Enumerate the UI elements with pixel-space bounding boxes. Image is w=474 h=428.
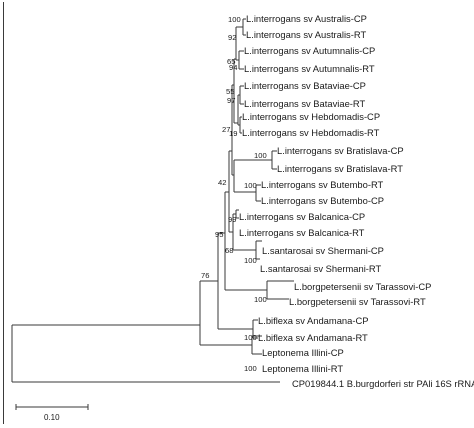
bootstrap-label: 100: [244, 181, 257, 190]
leaf-label-biflexa-rt: L.biflexa sv Andamana-RT: [258, 332, 368, 343]
scale-bar-label: 0.10: [44, 413, 60, 422]
leaf-label-biflexa-cp: L.biflexa sv Andamana-CP: [258, 315, 368, 326]
leaf-labels: L.interrogans sv Australis-CP L.interrog…: [239, 13, 474, 389]
leaf-label-autumnalis-rt: L.interrogans sv Autumnalis-RT: [244, 63, 375, 74]
leaf-label-bratislava-cp: L.interrogans sv Bratislava-CP: [277, 145, 404, 156]
bootstrap-label: 99: [228, 215, 236, 224]
bootstrap-label: 65: [227, 57, 235, 66]
scale-bar: 0.10: [15, 404, 89, 422]
leaf-label-bataviae-cp: L.interrogans sv Bataviae-CP: [244, 80, 366, 91]
leaf-label-tarassovi-cp: L.borgpetersenii sv Tarassovi-CP: [294, 281, 431, 292]
bootstrap-label: 19: [229, 129, 237, 138]
bootstrap-label: 95: [215, 230, 223, 239]
bootstrap-label: 42: [218, 178, 226, 187]
bootstrap-label: 55: [226, 87, 234, 96]
leaf-label-hebdomadis-cp: L.interrogans sv Hebdomadis-CP: [242, 111, 380, 122]
leaf-label-autumnalis-cp: L.interrogans sv Autumnalis-CP: [244, 45, 375, 56]
leaf-label-leptonema-rt: Leptonema Illini-RT: [262, 363, 343, 374]
leaf-label-australis-rt: L.interrogans sv Australis-RT: [246, 29, 366, 40]
bootstrap-label: 94: [229, 63, 237, 72]
bootstrap-label: 92: [228, 33, 236, 42]
bootstrap-values: 100 92 65 94 55 97 27 19 100 100 42 99 6…: [201, 15, 267, 373]
leaf-label-balcanica-rt: L.interrogans sv Balcanica-RT: [239, 227, 365, 238]
tree-branches: [11, 18, 294, 383]
leaf-label-bratislava-rt: L.interrogans sv Bratislava-RT: [277, 163, 403, 174]
leaf-label-shermani-cp: L.santarosai sv Shermani-CP: [262, 245, 384, 256]
bootstrap-label: 100: [244, 333, 257, 342]
bootstrap-label: 100: [254, 151, 267, 160]
leaf-label-butembo-cp: L.interrogans sv Butembo-CP: [261, 195, 384, 206]
leaf-label-bataviae-rt: L.interrogans sv Bataviae-RT: [244, 98, 366, 109]
bootstrap-label: 100: [254, 295, 267, 304]
leaf-label-leptonema-cp: Leptonema Illini-CP: [262, 347, 344, 358]
leaf-label-shermani-rt: L.santarosai sv Shermani-RT: [260, 263, 382, 274]
bootstrap-label: 27: [222, 125, 230, 134]
bootstrap-label: 100: [244, 364, 257, 373]
leaf-label-outgroup: CP019844.1 B.burgdorferi str PAli 16S rR…: [292, 378, 474, 389]
leaf-label-butembo-rt: L.interrogans sv Butembo-RT: [261, 179, 384, 190]
bootstrap-label: 100: [244, 256, 257, 265]
leaf-label-balcanica-cp: L.interrogans sv Balcanica-CP: [239, 211, 365, 222]
leaf-label-tarassovi-rt: L.borgpetersenii sv Tarassovi-RT: [289, 296, 426, 307]
bootstrap-label: 97: [227, 96, 235, 105]
bootstrap-label: 76: [201, 271, 209, 280]
leaf-label-australis-cp: L.interrogans sv Australis-CP: [246, 13, 367, 24]
bootstrap-label: 100: [228, 15, 241, 24]
leaf-label-hebdomadis-rt: L.interrogans sv Hebdomadis-RT: [242, 127, 380, 138]
bootstrap-label: 68: [225, 246, 233, 255]
